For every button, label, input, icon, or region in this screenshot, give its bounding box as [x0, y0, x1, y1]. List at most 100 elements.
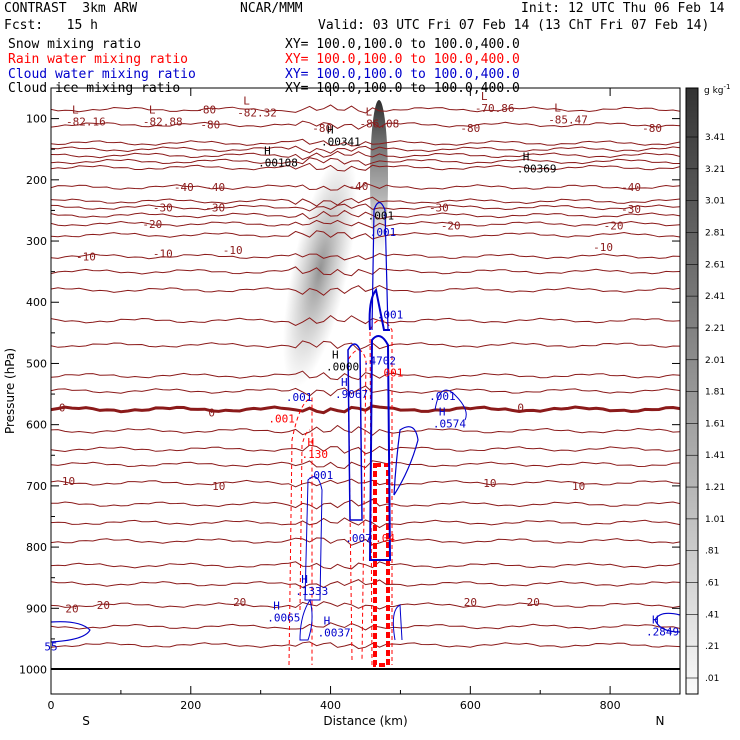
- cloud-contour-low: [392, 604, 403, 641]
- temperature-contour-label: 0: [208, 406, 215, 419]
- x-tick-label: 600: [460, 699, 481, 712]
- y-tick-label: 900: [26, 602, 47, 615]
- extremum-value: -85.47: [548, 114, 588, 127]
- extremum-value: .9067: [335, 388, 368, 401]
- colorbar-tick-label: 3.21: [705, 165, 725, 175]
- contour-value-label: .001: [307, 469, 334, 482]
- temperature-contour-line: [51, 104, 680, 114]
- contour-labels: -80-80 -80 -80 -80-40 -40 -40 -40-30 -30 -30 -30-…: [44, 90, 679, 653]
- extremum-marker: H: [264, 145, 271, 158]
- contour-value-label: .001: [286, 391, 313, 404]
- temperature-contour-label: -20: [441, 220, 461, 233]
- field-rain-label: Rain water mixing ratio: [8, 52, 189, 67]
- extremum-value: -86.08: [360, 117, 400, 130]
- extremum-value: -82.88: [143, 116, 183, 129]
- temperature-contour-line: [51, 266, 680, 277]
- temperature-contour-line: [51, 424, 680, 436]
- temperature-contour-label: 10: [62, 475, 75, 488]
- snow-shading: [282, 100, 388, 388]
- y-tick-label: 400: [26, 296, 47, 309]
- y-tick-label: 800: [26, 541, 47, 554]
- x-tick-label: 800: [600, 699, 621, 712]
- cloud-contour-sw-low: [299, 598, 313, 641]
- temperature-contour-line: [51, 517, 680, 529]
- extremum-value: .00341: [321, 136, 361, 149]
- y-tick-label: 100: [26, 113, 47, 126]
- extremum-marker: H: [439, 405, 446, 418]
- colorbar-unit: g kg-1: [704, 83, 730, 96]
- temperature-contour-label: -80: [196, 103, 216, 116]
- cloud-water-contours: [51, 201, 680, 643]
- colorbar-tick-label: 1.21: [705, 483, 725, 493]
- extremum-value: .130: [301, 448, 328, 461]
- colorbar-tick-label: 2.01: [705, 356, 725, 366]
- x-tick-label: 0: [48, 699, 55, 712]
- temperature-contour-line: [51, 145, 680, 154]
- extremum-value: -70.86: [475, 102, 515, 115]
- temperature-contour-line: [51, 150, 680, 161]
- x-tick-label: 200: [180, 699, 201, 712]
- valid-time: Valid: 03 UTC Fri 07 Feb 14 (13 ChT Fri …: [318, 18, 710, 33]
- colorbar-tick-label: 1.81: [705, 388, 725, 398]
- temperature-contour-label: -80: [642, 122, 662, 135]
- y-tick-label: 600: [26, 419, 47, 432]
- colorbar-tick-label: 2.41: [705, 292, 725, 302]
- extremum-marker: H: [652, 613, 659, 626]
- temperature-contour-label: 10: [212, 480, 225, 493]
- cloud-contour-center-column: [368, 335, 392, 561]
- x-axis-label: Distance (km): [323, 714, 407, 728]
- cloud-contour-west-edge: [51, 621, 91, 643]
- temperature-contour-label: 20: [527, 596, 540, 609]
- temperature-contour-line: [51, 284, 680, 296]
- contour-value-label: .001: [268, 413, 295, 426]
- temperature-contour-line: [51, 641, 680, 650]
- temperature-contour-line: [51, 601, 680, 610]
- colorbar-tick-label: 1.01: [705, 515, 725, 525]
- extremum-marker: H: [307, 436, 314, 449]
- extremum-marker: L: [72, 104, 79, 117]
- temperature-contour-line: [51, 478, 680, 488]
- temperature-contour-label: -10: [223, 244, 243, 257]
- temperature-contour-label: -40: [205, 181, 225, 194]
- temperature-contour-line: [51, 196, 680, 207]
- model-title: CONTRAST 3km ARW: [4, 1, 138, 16]
- extremum-value: .0000: [326, 360, 359, 373]
- temperature-contour-label: -30: [621, 203, 641, 216]
- extremum-marker: L: [366, 105, 373, 118]
- y-tick-label: 500: [26, 357, 47, 370]
- y-axis-label: Pressure (hPa): [3, 348, 17, 434]
- temperature-contour-label: 0: [517, 402, 524, 415]
- extremum-marker: H: [273, 599, 280, 612]
- temperature-contour-line: [51, 219, 680, 229]
- extremum-value: .1333: [295, 585, 328, 598]
- colorbar-tick-label: 1.41: [705, 451, 725, 461]
- colorbar-tick-label: 2.61: [705, 260, 725, 270]
- plot-frame: [50, 87, 681, 695]
- y-tick-label: 700: [26, 480, 47, 493]
- snow-core: [370, 100, 388, 260]
- colorbar-tick-label: 3.41: [705, 133, 725, 143]
- temperature-contour-label: -40: [174, 181, 194, 194]
- temperature-contour-label: 20: [65, 602, 78, 615]
- contour-value-label: .001: [368, 209, 395, 222]
- temperature-contour-label: -30: [153, 201, 173, 214]
- y-tick-label: 200: [26, 174, 47, 187]
- temperature-contour-line: [51, 460, 680, 470]
- extremum-marker: L: [554, 102, 561, 115]
- cloud-contour-sw: [304, 476, 323, 601]
- rain-core-max: [373, 463, 390, 667]
- temperature-contour-label: 10: [572, 480, 585, 493]
- extremum-marker: H: [341, 376, 348, 389]
- temperature-contour-label: 20: [464, 596, 477, 609]
- contour-value-label: .007: [345, 532, 372, 545]
- contour-value-label: .4702: [363, 354, 396, 367]
- temperature-contour-line: [51, 444, 680, 455]
- temperature-contour-label: 0: [59, 402, 66, 415]
- temperature-contour-label: -10: [153, 247, 173, 260]
- field-rain-xy: XY= 100.0,100.0 to 100.0,400.0: [285, 52, 520, 67]
- temperature-contour-line: [51, 498, 680, 510]
- rain-contour-outer: [288, 397, 313, 666]
- x-end-label-right: N: [656, 714, 665, 728]
- temperature-contour-line: [51, 561, 680, 570]
